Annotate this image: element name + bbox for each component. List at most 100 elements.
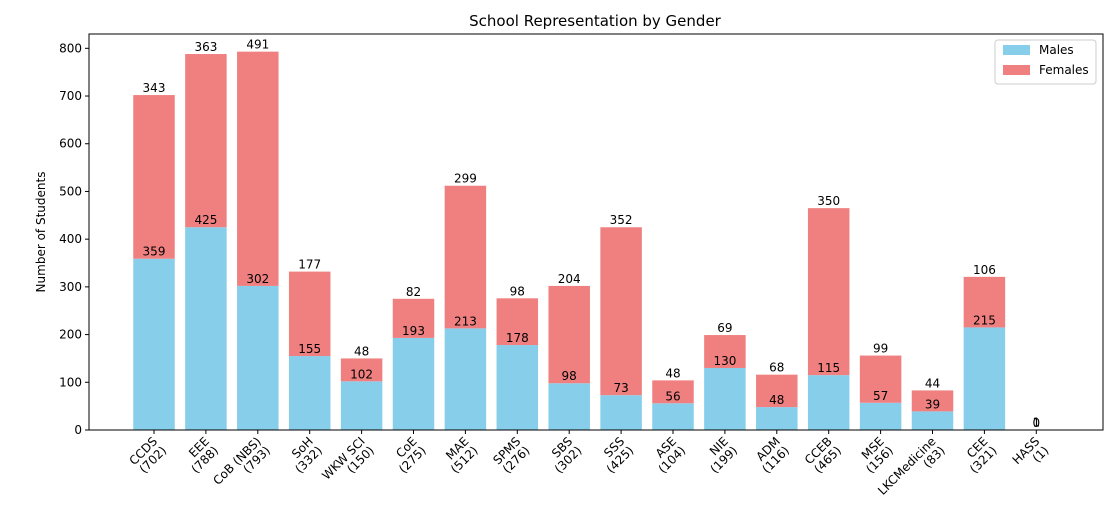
data-label-females: 352 bbox=[610, 213, 633, 227]
data-label-females: 48 bbox=[665, 366, 680, 380]
bar-females bbox=[340, 358, 383, 382]
data-label-males: 302 bbox=[246, 272, 269, 286]
bar-females bbox=[548, 285, 590, 384]
bar-females bbox=[600, 227, 642, 396]
legend: Males Females bbox=[994, 39, 1097, 85]
x-tick-label: NIE(199) bbox=[698, 434, 740, 476]
data-label-males: 98 bbox=[562, 369, 577, 383]
data-label-females: 177 bbox=[298, 258, 321, 272]
chart-title: School Representation by Gender bbox=[469, 12, 722, 30]
x-tick-label: SSS(425) bbox=[594, 434, 636, 476]
data-label-females: 44 bbox=[925, 376, 940, 390]
x-tick-label: CoE(275) bbox=[387, 434, 429, 476]
data-label-females: 106 bbox=[973, 263, 996, 277]
bar-males bbox=[133, 258, 175, 430]
bar-females bbox=[652, 380, 694, 404]
legend-label-males: Males bbox=[1039, 43, 1074, 57]
data-label-males: 130 bbox=[713, 354, 736, 368]
x-tick-label: CEE(321) bbox=[958, 434, 1000, 476]
y-tick-label: 400 bbox=[59, 232, 82, 246]
bar-females bbox=[704, 335, 746, 368]
data-label-females: 99 bbox=[873, 342, 888, 356]
bar-males bbox=[548, 383, 590, 430]
y-axis-label: Number of Students bbox=[34, 172, 48, 293]
y-tick-label: 200 bbox=[59, 328, 82, 342]
bar-females bbox=[859, 355, 902, 403]
bar-males bbox=[185, 227, 227, 430]
data-label-females: 48 bbox=[354, 344, 369, 358]
x-tick-label: WKW SCI(150) bbox=[319, 434, 377, 492]
data-label-males: 0 bbox=[1032, 416, 1040, 430]
data-label-males: 425 bbox=[194, 213, 217, 227]
y-tick-label: 500 bbox=[59, 184, 82, 198]
y-tick-label: 800 bbox=[59, 41, 82, 55]
y-tick-label: 0 bbox=[74, 423, 82, 437]
x-tick-label: ADM(116) bbox=[750, 434, 792, 476]
data-labels-layer: 359 343 425 363 302 491 155 177 102 48 193 82 213 299… bbox=[143, 38, 1041, 430]
data-label-males: 57 bbox=[873, 389, 888, 403]
data-label-females: 491 bbox=[246, 38, 269, 52]
data-label-males: 48 bbox=[769, 393, 784, 407]
data-label-females: 343 bbox=[143, 81, 166, 95]
bar-females bbox=[756, 374, 798, 408]
bar-males bbox=[704, 367, 746, 430]
legend-label-females: Females bbox=[1039, 63, 1089, 77]
data-label-females: 363 bbox=[194, 40, 217, 54]
bar-females bbox=[133, 95, 175, 259]
x-tick-label: SBS(302) bbox=[543, 434, 585, 476]
data-label-males: 102 bbox=[350, 367, 373, 381]
data-label-males: 213 bbox=[454, 314, 477, 328]
bar-females bbox=[237, 51, 279, 286]
bars-layer bbox=[133, 51, 1058, 430]
x-tick-label: CCEB(465) bbox=[802, 434, 844, 476]
y-tick-label: 700 bbox=[59, 89, 82, 103]
bar-males bbox=[756, 407, 798, 430]
plot-frame bbox=[88, 33, 1104, 431]
bar-females bbox=[496, 298, 539, 346]
x-tick-label: CoB (NBS)(793) bbox=[210, 434, 273, 497]
bar-males bbox=[288, 356, 331, 430]
bar-females bbox=[392, 298, 435, 338]
data-label-females: 98 bbox=[510, 284, 525, 298]
x-tick-label: SPMS(276) bbox=[490, 434, 532, 476]
bar-males bbox=[807, 375, 850, 430]
x-tick-label: SoH(332) bbox=[283, 434, 325, 476]
data-label-males: 178 bbox=[506, 331, 529, 345]
data-label-males: 56 bbox=[665, 389, 680, 403]
bar-males bbox=[496, 345, 539, 430]
bar-females bbox=[807, 208, 850, 376]
x-tick-label: EEE(788) bbox=[179, 434, 221, 476]
data-label-males: 215 bbox=[973, 313, 996, 327]
bar-females bbox=[185, 54, 227, 228]
bar-males bbox=[600, 395, 642, 430]
data-label-males: 39 bbox=[925, 397, 940, 411]
data-label-males: 155 bbox=[298, 342, 321, 356]
bar-females bbox=[963, 276, 1006, 328]
bar-males bbox=[652, 403, 694, 430]
bar-females bbox=[444, 185, 487, 329]
legend-swatch-males bbox=[1003, 45, 1030, 55]
data-label-females: 1 bbox=[1032, 416, 1040, 430]
bar-males bbox=[237, 285, 279, 430]
x-tick-label: HASS(1) bbox=[1010, 434, 1052, 476]
x-tick-label: MAE(512) bbox=[439, 434, 481, 476]
data-label-males: 73 bbox=[613, 381, 628, 395]
data-label-males: 193 bbox=[402, 324, 425, 338]
bar-males bbox=[444, 328, 487, 430]
x-tick-label: MSE(156) bbox=[854, 434, 896, 476]
x-tick-label: CCDS(702) bbox=[126, 434, 169, 477]
y-tick-label: 600 bbox=[59, 137, 82, 151]
bar-males bbox=[340, 381, 383, 430]
data-label-females: 69 bbox=[717, 321, 732, 335]
bar-males bbox=[392, 337, 435, 430]
x-tick-label: ASE(104) bbox=[646, 434, 688, 476]
data-label-males: 359 bbox=[143, 245, 166, 259]
bar-females bbox=[288, 271, 331, 357]
data-label-females: 82 bbox=[406, 285, 421, 299]
y-tick-label: 100 bbox=[59, 375, 82, 389]
data-label-females: 299 bbox=[454, 172, 477, 186]
bar-males bbox=[859, 402, 902, 430]
bar-females bbox=[911, 390, 954, 412]
data-label-females: 350 bbox=[817, 194, 840, 208]
